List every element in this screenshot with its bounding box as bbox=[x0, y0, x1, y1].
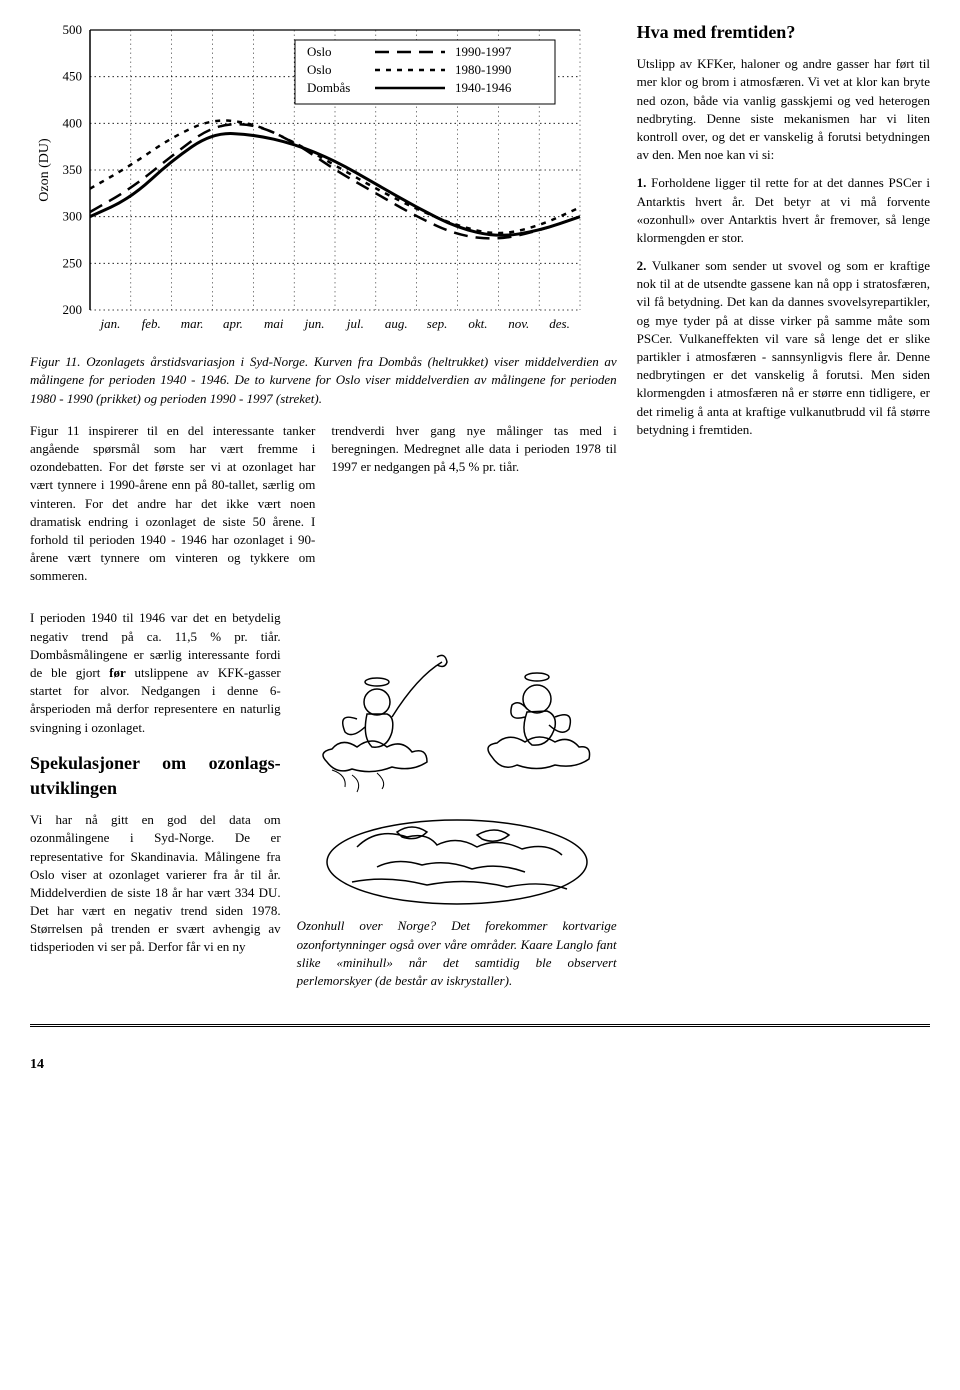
svg-text:mai: mai bbox=[264, 316, 284, 331]
svg-text:feb.: feb. bbox=[142, 316, 161, 331]
svg-text:okt.: okt. bbox=[468, 316, 487, 331]
svg-text:1980-1990: 1980-1990 bbox=[455, 62, 511, 77]
svg-text:jan.: jan. bbox=[98, 316, 120, 331]
right-p3: 2. Vulkaner som sender ut svovel og som … bbox=[637, 257, 930, 439]
body-p4: Vi har nå gitt en god del data om ozonmå… bbox=[30, 811, 281, 957]
svg-text:Oslo: Oslo bbox=[307, 62, 332, 77]
svg-text:Oslo: Oslo bbox=[307, 44, 332, 59]
svg-text:500: 500 bbox=[63, 22, 83, 37]
svg-text:200: 200 bbox=[63, 302, 83, 317]
svg-text:des.: des. bbox=[549, 316, 570, 331]
heading-spekulasjoner: Spekulasjoner om ozonlags-utviklingen bbox=[30, 751, 281, 801]
svg-text:1990-1997: 1990-1997 bbox=[455, 44, 512, 59]
figure-caption: Figur 11. Ozonlagets årstidsvariasjon i … bbox=[30, 353, 617, 408]
svg-text:nov.: nov. bbox=[508, 316, 529, 331]
body-p2: trendverdi hver gang nye målinger tas me… bbox=[331, 422, 616, 477]
svg-text:250: 250 bbox=[63, 255, 83, 270]
illustration-caption: Ozonhull over Norge? Det forekommer kort… bbox=[297, 917, 617, 990]
right-p2: 1. Forholdene ligger til rette for at de… bbox=[637, 174, 930, 247]
cartoon-illustration bbox=[297, 627, 617, 907]
svg-text:450: 450 bbox=[63, 69, 83, 84]
svg-text:jul.: jul. bbox=[345, 316, 364, 331]
svg-text:mar.: mar. bbox=[181, 316, 204, 331]
heading-fremtiden: Hva med fremtiden? bbox=[637, 20, 930, 45]
svg-text:350: 350 bbox=[63, 162, 83, 177]
body-p3: I perioden 1940 til 1946 var det en bety… bbox=[30, 609, 281, 736]
svg-text:300: 300 bbox=[63, 209, 83, 224]
svg-text:sep.: sep. bbox=[427, 316, 448, 331]
svg-text:1940-1946: 1940-1946 bbox=[455, 80, 512, 95]
ozone-chart: 200 250 300 350 400 450 500 jan. feb. mar. apr. mai… bbox=[30, 20, 590, 345]
body-p1: Figur 11 inspirerer til en del interessa… bbox=[30, 422, 315, 586]
right-p1: Utslipp av KFKer, haloner og andre gasse… bbox=[637, 55, 930, 164]
svg-text:aug.: aug. bbox=[385, 316, 408, 331]
svg-text:Ozon (DU): Ozon (DU) bbox=[37, 138, 52, 202]
page-number: 14 bbox=[30, 1051, 930, 1075]
svg-text:jun.: jun. bbox=[303, 316, 325, 331]
svg-text:400: 400 bbox=[63, 115, 83, 130]
svg-text:Dombås: Dombås bbox=[307, 80, 350, 95]
svg-text:apr.: apr. bbox=[223, 316, 243, 331]
